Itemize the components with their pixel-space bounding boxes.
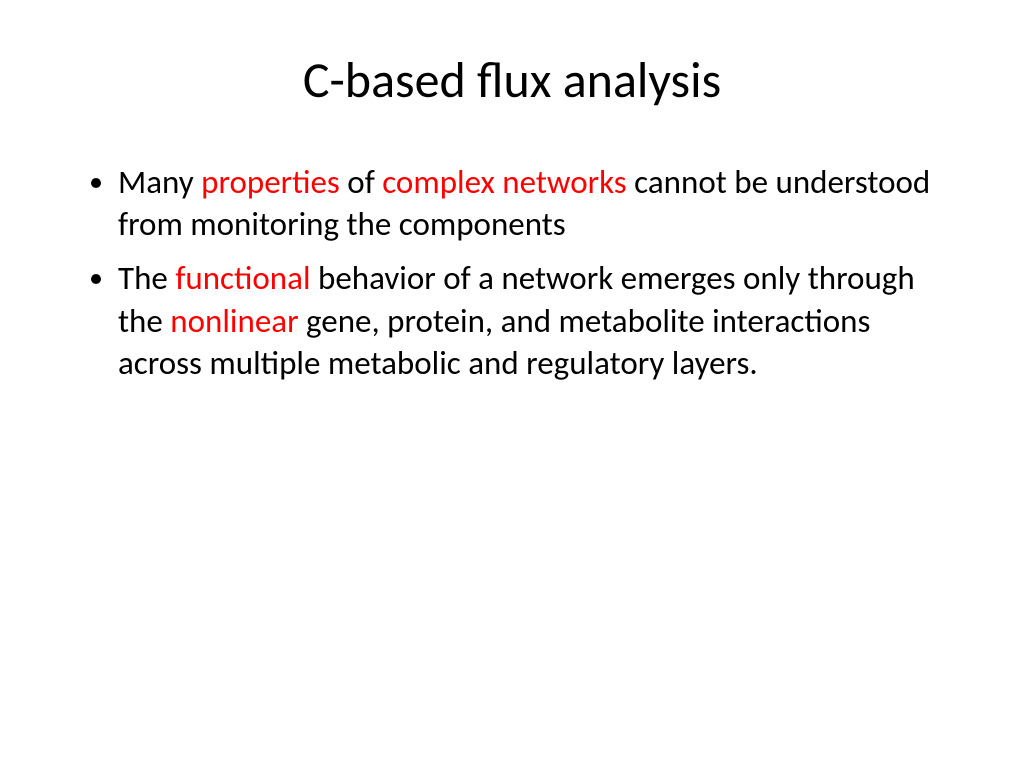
body-text: The <box>118 258 175 298</box>
bullet-list: Many properties of complex networks cann… <box>70 161 954 384</box>
slide: C-based flux analysis Many properties of… <box>0 0 1024 768</box>
highlight-text: nonlinear <box>170 301 298 341</box>
slide-title: C-based flux analysis <box>70 50 954 111</box>
highlight-text: functional <box>175 258 310 298</box>
body-text: Many <box>118 162 201 202</box>
body-text: of <box>340 162 382 202</box>
highlight-text: complex networks <box>382 162 626 202</box>
highlight-text: properties <box>201 162 340 202</box>
bullet-item: Many properties of complex networks cann… <box>118 161 954 245</box>
bullet-item: The functional behavior of a network eme… <box>118 257 954 384</box>
